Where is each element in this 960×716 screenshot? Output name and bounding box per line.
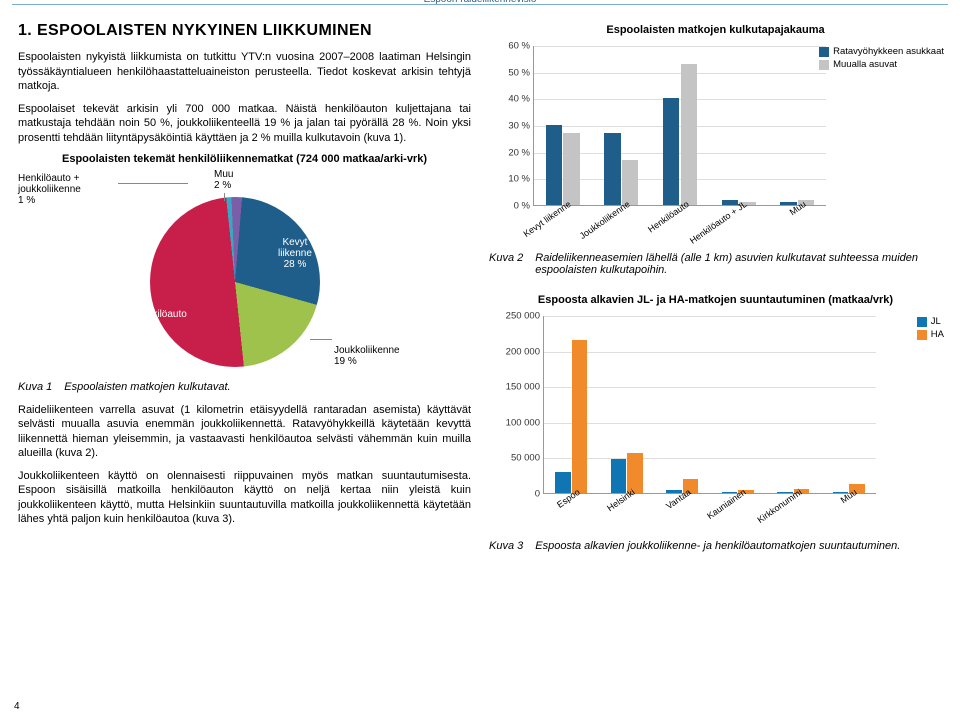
left-column: 1. ESPOOLAISTEN NYKYINEN LIIKKUMINEN Esp…: [18, 22, 471, 716]
leader-hajl: [118, 183, 188, 184]
kuva3-tag: Kuva 3: [489, 540, 523, 552]
bar: [555, 472, 571, 493]
x-category-label: Joukkoliikenne: [578, 199, 632, 241]
leader-muu: [224, 193, 225, 201]
paragraph-4: Joukkoliikenteen käyttö on olennaisesti …: [18, 469, 471, 527]
bar: [681, 64, 698, 205]
bar1-title: Espoolaisten matkojen kulkutapajakauma: [489, 24, 942, 36]
pie-wrap: Henkilöauto +joukkoliikenne1 % Muu 2 % K…: [18, 169, 471, 379]
bar: [546, 125, 563, 205]
legend-label: JL: [931, 316, 941, 327]
bar: [622, 160, 639, 205]
legend-item: Ratavyöhykkeen asukkaat: [819, 46, 944, 57]
leader-jl: [310, 339, 332, 340]
bar1-legend: Ratavyöhykkeen asukkaat Muualla asuvat: [819, 46, 944, 72]
legend-label: Ratavyöhykkeen asukkaat: [833, 46, 944, 57]
pie-chart-block: Espoolaisten tekemät henkilöliikennematk…: [18, 153, 471, 379]
paragraph-1: Espoolaisten nykyistä liikkumista on tut…: [18, 50, 471, 94]
legend-item: HA: [917, 329, 944, 340]
bar-chart-1: 0 %10 %20 %30 %40 %50 %60 %Kevyt liikenn…: [489, 36, 942, 250]
kuva2-text: Raideliikenneasemien lähellä (alle 1 km)…: [535, 252, 942, 276]
page-columns: 1. ESPOOLAISTEN NYKYINEN LIIKKUMINEN Esp…: [18, 22, 942, 716]
bar-chart-2: 050 000100 000150 000200 000250 000Espoo…: [489, 306, 942, 538]
pie-title: Espoolaisten tekemät henkilöliikennematk…: [18, 153, 471, 167]
paragraph-3: Raideliikenteen varrella asuvat (1 kilom…: [18, 403, 471, 461]
x-category-label: Henkilöauto + JL: [688, 199, 749, 246]
legend-item: Muualla asuvat: [819, 59, 944, 70]
bar1-plot: 0 %10 %20 %30 %40 %50 %60 %Kevyt liikenn…: [533, 46, 826, 206]
paragraph-2: Espoolaiset tekevät arkisin yli 700 000 …: [18, 102, 471, 146]
bar: [572, 340, 588, 493]
pie-label-ha: Henkilöauto 50 %: [134, 309, 187, 331]
header-title: Espoon raideliikennevisio: [0, 0, 960, 5]
kuva3-text: Espoosta alkavien joukkoliikenne- ja hen…: [535, 540, 900, 552]
legend-swatch: [819, 60, 829, 70]
bar: [611, 459, 627, 493]
bar: [563, 133, 580, 205]
kuva1-text: Espoolaisten matkojen kulkutavat.: [64, 381, 230, 393]
bar: [663, 98, 680, 205]
legend-label: HA: [931, 329, 944, 340]
pie-label-muu: Muu 2 %: [214, 169, 233, 191]
section-heading: 1. ESPOOLAISTEN NYKYINEN LIIKKUMINEN: [18, 22, 471, 40]
right-column: Espoolaisten matkojen kulkutapajakauma 0…: [489, 22, 942, 716]
kuva1-tag: Kuva 1: [18, 381, 52, 393]
kuva2-tag: Kuva 2: [489, 252, 523, 276]
legend-swatch: [917, 330, 927, 340]
bar2-plot: 050 000100 000150 000200 000250 000Espoo…: [543, 316, 876, 494]
kuva2-caption: Kuva 2 Raideliikenneasemien lähellä (all…: [489, 252, 942, 276]
legend-label: Muualla asuvat: [833, 59, 897, 70]
legend-item: JL: [917, 316, 944, 327]
kuva3-caption: Kuva 3 Espoosta alkavien joukkoliikenne-…: [489, 540, 942, 552]
pie-label-kevyt: Kevytliikenne28 %: [278, 237, 312, 270]
bar2-title: Espoosta alkavien JL- ja HA-matkojen suu…: [489, 294, 942, 306]
bar: [604, 133, 621, 205]
pie-chart: [150, 197, 320, 367]
legend-swatch: [819, 47, 829, 57]
legend-swatch: [917, 317, 927, 327]
page-number: 4: [14, 701, 20, 712]
kuva1-caption: Kuva 1 Espoolaisten matkojen kulkutavat.: [18, 381, 471, 393]
pie-label-jl: Joukkoliikenne 19 %: [334, 345, 400, 367]
bar2-legend: JL HA: [917, 316, 944, 342]
pie-label-hajl: Henkilöauto +joukkoliikenne1 %: [18, 173, 81, 206]
